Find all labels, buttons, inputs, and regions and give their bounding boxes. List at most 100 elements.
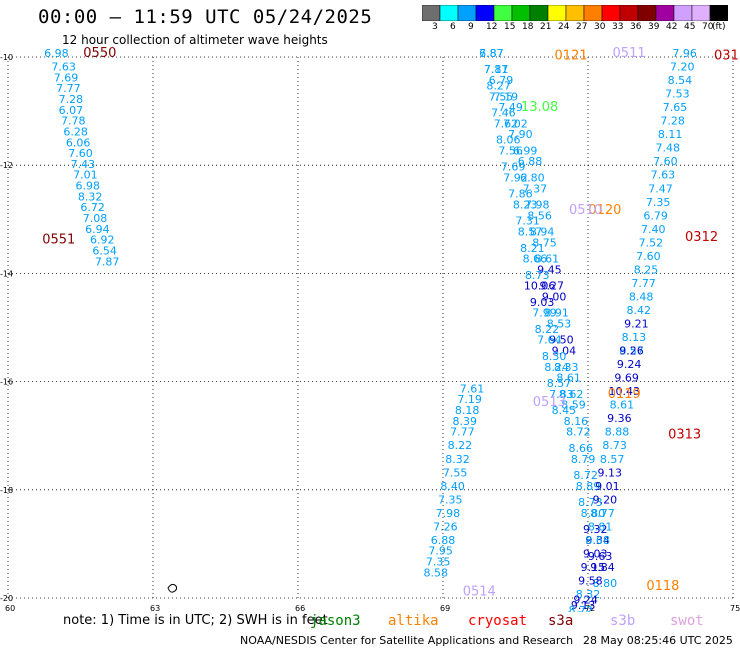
scale-label: 42 [666, 22, 678, 32]
wave-height-value: 8.16 [564, 415, 589, 428]
pass-label: 0121 [555, 49, 588, 64]
wave-height-value: 7.98 [436, 507, 461, 520]
wave-height-value: 8.23 [513, 198, 538, 211]
wave-height-value: 9.63 [588, 550, 613, 563]
wave-height-value: 8.56 [527, 209, 552, 222]
wave-height-value: 6.06 [66, 136, 91, 149]
wave-height-value: 8.39 [453, 415, 478, 428]
wave-height-value: 7.63 [651, 169, 676, 182]
wave-height-value: 7.95 [428, 545, 453, 558]
wave-height-value: 7.43 [71, 158, 96, 171]
wave-height-value: 7.31 [515, 215, 540, 228]
scale-label: 36 [630, 22, 642, 32]
wave-height-value: 9.03 [530, 296, 555, 309]
wave-height-value: 8.59 [561, 399, 586, 412]
scale-label: 6 [450, 22, 456, 32]
wave-height-value: 8.53 [547, 318, 572, 331]
wave-height-value: 7.26 [433, 520, 458, 533]
wave-height-value: 7.46 [491, 107, 516, 120]
wave-height-value: 9.21 [624, 318, 649, 331]
pass-label: 0120 [588, 203, 621, 218]
wave-height-value: 8.32 [78, 190, 103, 203]
x-tick-label: 66 [295, 604, 305, 612]
wave-height-value: 8.21 [520, 242, 545, 255]
wave-height-value: 8.73 [602, 439, 627, 452]
wave-height-value: 7.83 [549, 388, 574, 401]
wave-height-value: 7.56 [498, 144, 523, 157]
legend-item-swot: swot [670, 613, 704, 629]
legend-item-jason3: jason3 [310, 613, 361, 629]
wave-height-value: 7.49 [498, 101, 523, 114]
wave-height-value: 8.25 [634, 263, 659, 276]
pass-label: 13.08 [521, 100, 558, 115]
wave-height-value: 9.26 [619, 345, 644, 358]
color-scale-bar [422, 5, 728, 21]
wave-height-value: 7.37 [523, 182, 548, 195]
wave-height-value: 8.32 [576, 588, 601, 601]
wave-height-value: 6.72 [80, 201, 105, 214]
wave-height-value: 8.88 [605, 426, 630, 439]
y-tick-label: -14 [0, 269, 13, 278]
wave-height-value: 6.98 [76, 180, 101, 193]
scale-label: 24 [558, 22, 570, 32]
wave-height-value: 7.08 [83, 212, 108, 225]
island-outline [167, 583, 178, 593]
wave-height-value: 9.27 [540, 280, 565, 293]
wave-height-value: 7.35 [438, 493, 463, 506]
wave-height-value: 7.90 [508, 128, 533, 141]
wave-height-value: 6.92 [90, 234, 115, 247]
wave-height-value: 7.55 [443, 466, 468, 479]
wave-height-value: 7.20 [670, 61, 695, 74]
wave-height-value: 9.03 [583, 547, 608, 560]
y-tick-label: -18 [0, 486, 13, 495]
y-tick-label: -20 [0, 594, 13, 603]
x-tick-label: 75 [730, 604, 740, 612]
wave-height-value: 9.00 [542, 290, 567, 303]
wave-height-value: 6.07 [59, 104, 84, 117]
wave-height-value: 6.80 [520, 171, 545, 184]
pass-label: 0511 [613, 46, 646, 61]
wave-height-value: 8.73 [525, 269, 550, 282]
wave-height-value: 7.17 [484, 63, 509, 76]
wave-height-value: 8.80 [593, 577, 618, 590]
wave-height-value: 8.62 [559, 388, 584, 401]
wave-height-value: 7.01 [73, 169, 98, 182]
wave-height-value: 8.73 [578, 496, 603, 509]
x-tick-label: 63 [150, 604, 160, 612]
scale-label: 33 [612, 22, 624, 32]
legend-item-s3a: s3a [548, 613, 574, 629]
legend-item-altika: altika [388, 613, 439, 629]
scale-label: 39 [648, 22, 660, 32]
wave-height-value: 7.60 [636, 250, 661, 263]
wave-height-value: 6.88 [518, 155, 543, 168]
wave-height-value: 7.69 [54, 71, 79, 84]
wave-height-value: 8.89 [576, 480, 601, 493]
wave-height-value: 8.61 [556, 372, 581, 385]
wave-height-value: 7.98 [525, 198, 550, 211]
wave-height-value: 6.98 [44, 47, 69, 60]
scale-label: 27 [576, 22, 588, 32]
wave-height-value: 8.57 [547, 377, 572, 390]
page-subtitle: 12 hour collection of altimeter wave hei… [62, 33, 328, 47]
wave-height-value: 7.61 [460, 382, 485, 395]
footer-note: note: 1) Time is in UTC; 2) SWH is in fe… [63, 613, 328, 628]
wave-height-value: 7.99 [532, 307, 557, 320]
wave-height-value: 8.58 [424, 566, 449, 579]
wave-height-value: 9.15 [581, 561, 606, 574]
wave-height-chart: 60 63 66 69 72 75-10-12-14-16-18-206.987.637.… [0, 46, 740, 612]
wave-height-value: 8.75 [532, 236, 557, 249]
legend-item-s3b: s3b [610, 613, 636, 629]
pass-label: 0551 [42, 233, 75, 248]
pass-label: 0312 [685, 230, 718, 245]
wave-height-value: 9.24 [573, 593, 598, 606]
wave-height-value: 8.61 [610, 399, 635, 412]
wave-height-value: 8.18 [455, 404, 480, 417]
wave-height-value: 7.19 [457, 393, 482, 406]
x-tick-label: 60 [5, 604, 15, 612]
scale-label: 15 [504, 22, 516, 32]
wave-height-value: 7.92 [503, 171, 528, 184]
wave-height-value: 8.61 [535, 253, 560, 266]
scale-label: 21 [540, 22, 552, 32]
scale-label: 70 [702, 22, 714, 32]
timestamp-text: 28 May 08:25:46 UTC 2025 [583, 634, 733, 647]
